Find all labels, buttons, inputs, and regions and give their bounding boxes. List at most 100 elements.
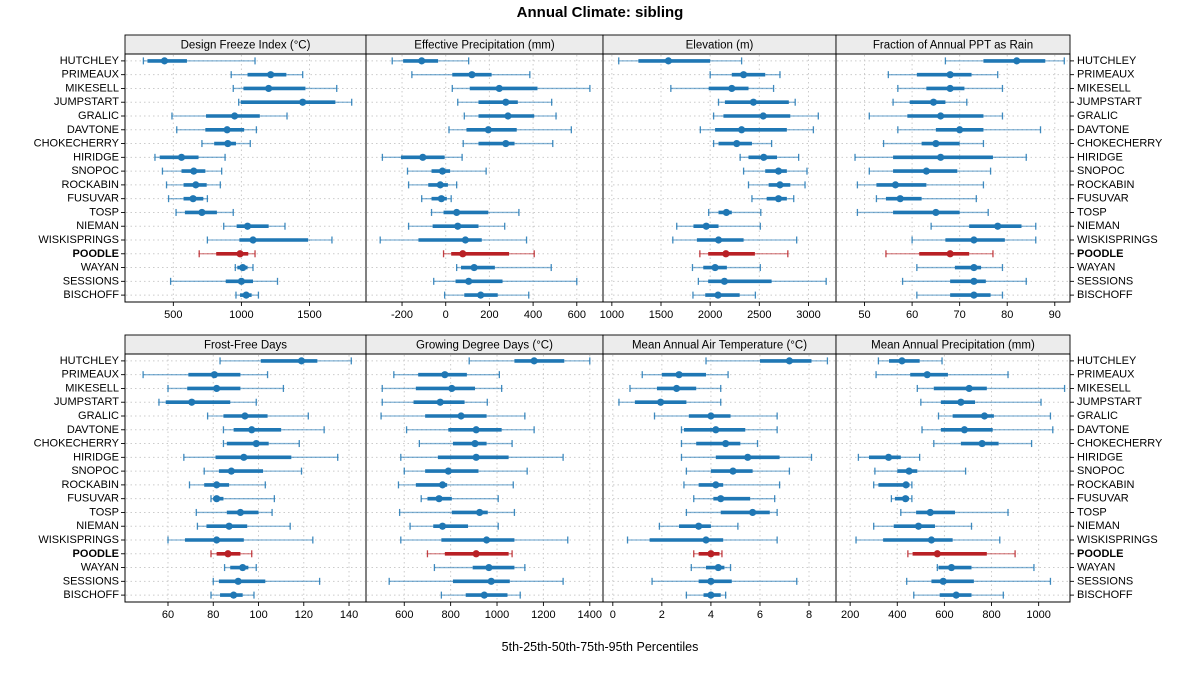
panel: Design Freeze Index (°C) 500 1000 1500 bbox=[124, 34, 367, 321]
percentile-interval bbox=[641, 371, 729, 379]
median-dot bbox=[970, 263, 978, 272]
station-label-left: GRALIC bbox=[78, 110, 119, 122]
percentile-interval bbox=[680, 439, 759, 448]
station-label-left: HIRIDGE bbox=[73, 151, 119, 163]
station-label-left: HUTCHLEY bbox=[60, 55, 120, 67]
percentile-interval bbox=[685, 467, 791, 475]
station-label-right: FUSUVAR bbox=[1077, 493, 1129, 505]
station-label-left: SNOPOC bbox=[71, 165, 119, 177]
percentile-interval bbox=[212, 577, 321, 585]
percentile-interval bbox=[712, 112, 819, 120]
percentile-interval bbox=[933, 439, 1033, 448]
station-label-left: ROCKABIN bbox=[62, 479, 120, 491]
percentile-interval bbox=[653, 412, 778, 420]
panel: Fraction of Annual PPT as Rain 50 60 70 80 90 bbox=[835, 34, 1071, 321]
percentile-interval bbox=[206, 236, 333, 244]
median-dot bbox=[722, 250, 730, 258]
percentile-interval bbox=[158, 398, 257, 406]
median-dot bbox=[485, 563, 493, 572]
percentile-interval bbox=[618, 57, 743, 65]
panel-border bbox=[835, 53, 1071, 303]
station-label-right: SESSIONS bbox=[1077, 575, 1133, 587]
station-label-right: ROCKABIN bbox=[1077, 179, 1135, 191]
percentile-interval bbox=[232, 84, 338, 93]
percentile-interval bbox=[380, 412, 526, 420]
station-label-left: TOSP bbox=[89, 506, 119, 518]
median-dot bbox=[702, 536, 710, 544]
median-dot bbox=[227, 467, 235, 475]
station-label-left: DAVTONE bbox=[67, 124, 119, 136]
median-dot bbox=[707, 412, 715, 420]
percentile-interval bbox=[921, 426, 1054, 434]
percentile-interval bbox=[142, 371, 269, 379]
station-label-right: SNOPOC bbox=[1077, 465, 1125, 477]
median-dot bbox=[224, 550, 232, 558]
median-dot bbox=[714, 291, 722, 299]
percentile-interval bbox=[175, 208, 234, 217]
percentile-interval bbox=[398, 508, 516, 517]
panel-strip-title: Frost-Free Days bbox=[204, 340, 287, 352]
percentile-interval bbox=[393, 371, 500, 379]
median-dot bbox=[749, 508, 757, 517]
percentile-interval bbox=[391, 57, 470, 65]
station-label-left: BISCHOFF bbox=[63, 289, 119, 301]
median-dot bbox=[722, 439, 730, 448]
station-label-right: FUSUVAR bbox=[1077, 193, 1129, 205]
x-tick-label: 80 bbox=[207, 609, 219, 621]
percentile-interval bbox=[874, 467, 967, 475]
percentile-interval bbox=[709, 71, 781, 79]
percentile-interval-highlight bbox=[907, 550, 1016, 558]
station-label-left: TOSP bbox=[89, 206, 119, 218]
x-axis-label: 5th-25th-50th-75th-95th Percentiles bbox=[501, 640, 699, 654]
percentile-interval bbox=[868, 167, 992, 175]
percentile-interval bbox=[856, 208, 989, 217]
median-dot bbox=[749, 98, 758, 106]
percentile-interval bbox=[693, 495, 776, 503]
median-dot bbox=[242, 291, 250, 299]
median-dot bbox=[465, 277, 473, 285]
percentile-interval bbox=[418, 439, 513, 448]
median-dot bbox=[468, 71, 476, 79]
median-dot bbox=[249, 236, 257, 244]
panel-background bbox=[125, 54, 366, 302]
station-label-left: FUSUVAR bbox=[67, 193, 119, 205]
station-label-right: CHOKECHERRY bbox=[1077, 438, 1163, 450]
percentile-interval bbox=[171, 112, 288, 120]
x-tick-label: 1000 bbox=[229, 309, 253, 321]
percentile-interval bbox=[167, 195, 209, 203]
percentile-interval bbox=[188, 481, 266, 489]
percentile-interval bbox=[747, 181, 806, 189]
station-label-right: TOSP bbox=[1077, 506, 1107, 518]
station-label-right: MIKESELL bbox=[1077, 382, 1131, 394]
percentile-interval bbox=[238, 98, 353, 106]
percentile-interval bbox=[388, 577, 564, 585]
percentile-interval bbox=[154, 153, 226, 161]
median-dot bbox=[994, 222, 1002, 230]
percentile-interval-highlight bbox=[442, 250, 535, 258]
percentile-interval bbox=[890, 495, 913, 503]
percentile-interval bbox=[857, 453, 921, 461]
percentile-interval-highlight bbox=[426, 550, 513, 558]
station-label-right: HIRIDGE bbox=[1077, 451, 1123, 463]
median-dot bbox=[956, 126, 964, 134]
median-dot bbox=[213, 481, 221, 489]
station-label-right: SNOPOC bbox=[1077, 165, 1125, 177]
panel-background bbox=[125, 354, 366, 602]
x-tick-label: 1200 bbox=[531, 609, 555, 621]
median-dot bbox=[714, 563, 722, 572]
median-dot bbox=[248, 426, 256, 434]
x-tick-label: 6 bbox=[757, 609, 763, 621]
panel-background bbox=[603, 354, 836, 602]
median-dot bbox=[937, 153, 945, 161]
x-tick-label: 0 bbox=[443, 309, 449, 321]
x-tick-label: 600 bbox=[568, 309, 586, 321]
station-label-left: SNOPOC bbox=[71, 465, 119, 477]
median-dot bbox=[225, 522, 233, 530]
percentile-interval bbox=[407, 181, 458, 189]
station-label-right: MIKESELL bbox=[1077, 82, 1131, 94]
percentile-interval bbox=[468, 357, 591, 365]
percentile-interval bbox=[440, 591, 521, 599]
percentile-interval bbox=[161, 167, 223, 175]
percentile-interval bbox=[176, 126, 258, 134]
